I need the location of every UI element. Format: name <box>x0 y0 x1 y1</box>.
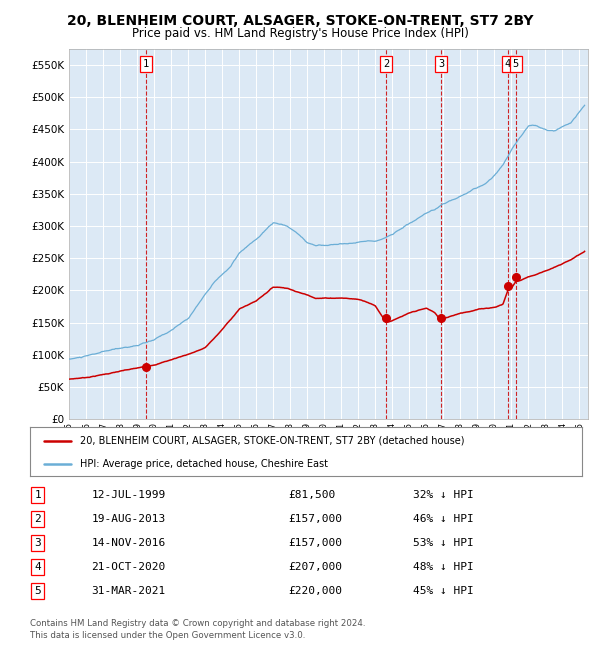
Text: 2: 2 <box>383 59 389 70</box>
Text: 3: 3 <box>34 538 41 548</box>
Text: 4: 4 <box>505 59 511 70</box>
Text: This data is licensed under the Open Government Licence v3.0.: This data is licensed under the Open Gov… <box>30 630 305 640</box>
Text: 19-AUG-2013: 19-AUG-2013 <box>91 514 166 524</box>
Text: 14-NOV-2016: 14-NOV-2016 <box>91 538 166 548</box>
Text: 1: 1 <box>143 59 149 70</box>
Text: 4: 4 <box>34 562 41 572</box>
Text: 31-MAR-2021: 31-MAR-2021 <box>91 586 166 596</box>
Text: 12-JUL-1999: 12-JUL-1999 <box>91 490 166 500</box>
Text: 1: 1 <box>34 490 41 500</box>
Text: 5: 5 <box>34 586 41 596</box>
Text: 46% ↓ HPI: 46% ↓ HPI <box>413 514 473 524</box>
Text: 20, BLENHEIM COURT, ALSAGER, STOKE-ON-TRENT, ST7 2BY: 20, BLENHEIM COURT, ALSAGER, STOKE-ON-TR… <box>67 14 533 29</box>
Text: 5: 5 <box>512 59 519 70</box>
Text: £207,000: £207,000 <box>289 562 343 572</box>
Text: £157,000: £157,000 <box>289 538 343 548</box>
Text: HPI: Average price, detached house, Cheshire East: HPI: Average price, detached house, Ches… <box>80 459 328 469</box>
Text: 2: 2 <box>34 514 41 524</box>
Text: 48% ↓ HPI: 48% ↓ HPI <box>413 562 473 572</box>
Text: 53% ↓ HPI: 53% ↓ HPI <box>413 538 473 548</box>
Text: 20, BLENHEIM COURT, ALSAGER, STOKE-ON-TRENT, ST7 2BY (detached house): 20, BLENHEIM COURT, ALSAGER, STOKE-ON-TR… <box>80 436 464 446</box>
Text: 32% ↓ HPI: 32% ↓ HPI <box>413 490 473 500</box>
Text: 3: 3 <box>438 59 444 70</box>
Text: Contains HM Land Registry data © Crown copyright and database right 2024.: Contains HM Land Registry data © Crown c… <box>30 619 365 628</box>
Text: Price paid vs. HM Land Registry's House Price Index (HPI): Price paid vs. HM Land Registry's House … <box>131 27 469 40</box>
Text: £220,000: £220,000 <box>289 586 343 596</box>
Text: £157,000: £157,000 <box>289 514 343 524</box>
Text: 21-OCT-2020: 21-OCT-2020 <box>91 562 166 572</box>
Text: £81,500: £81,500 <box>289 490 336 500</box>
Text: 45% ↓ HPI: 45% ↓ HPI <box>413 586 473 596</box>
